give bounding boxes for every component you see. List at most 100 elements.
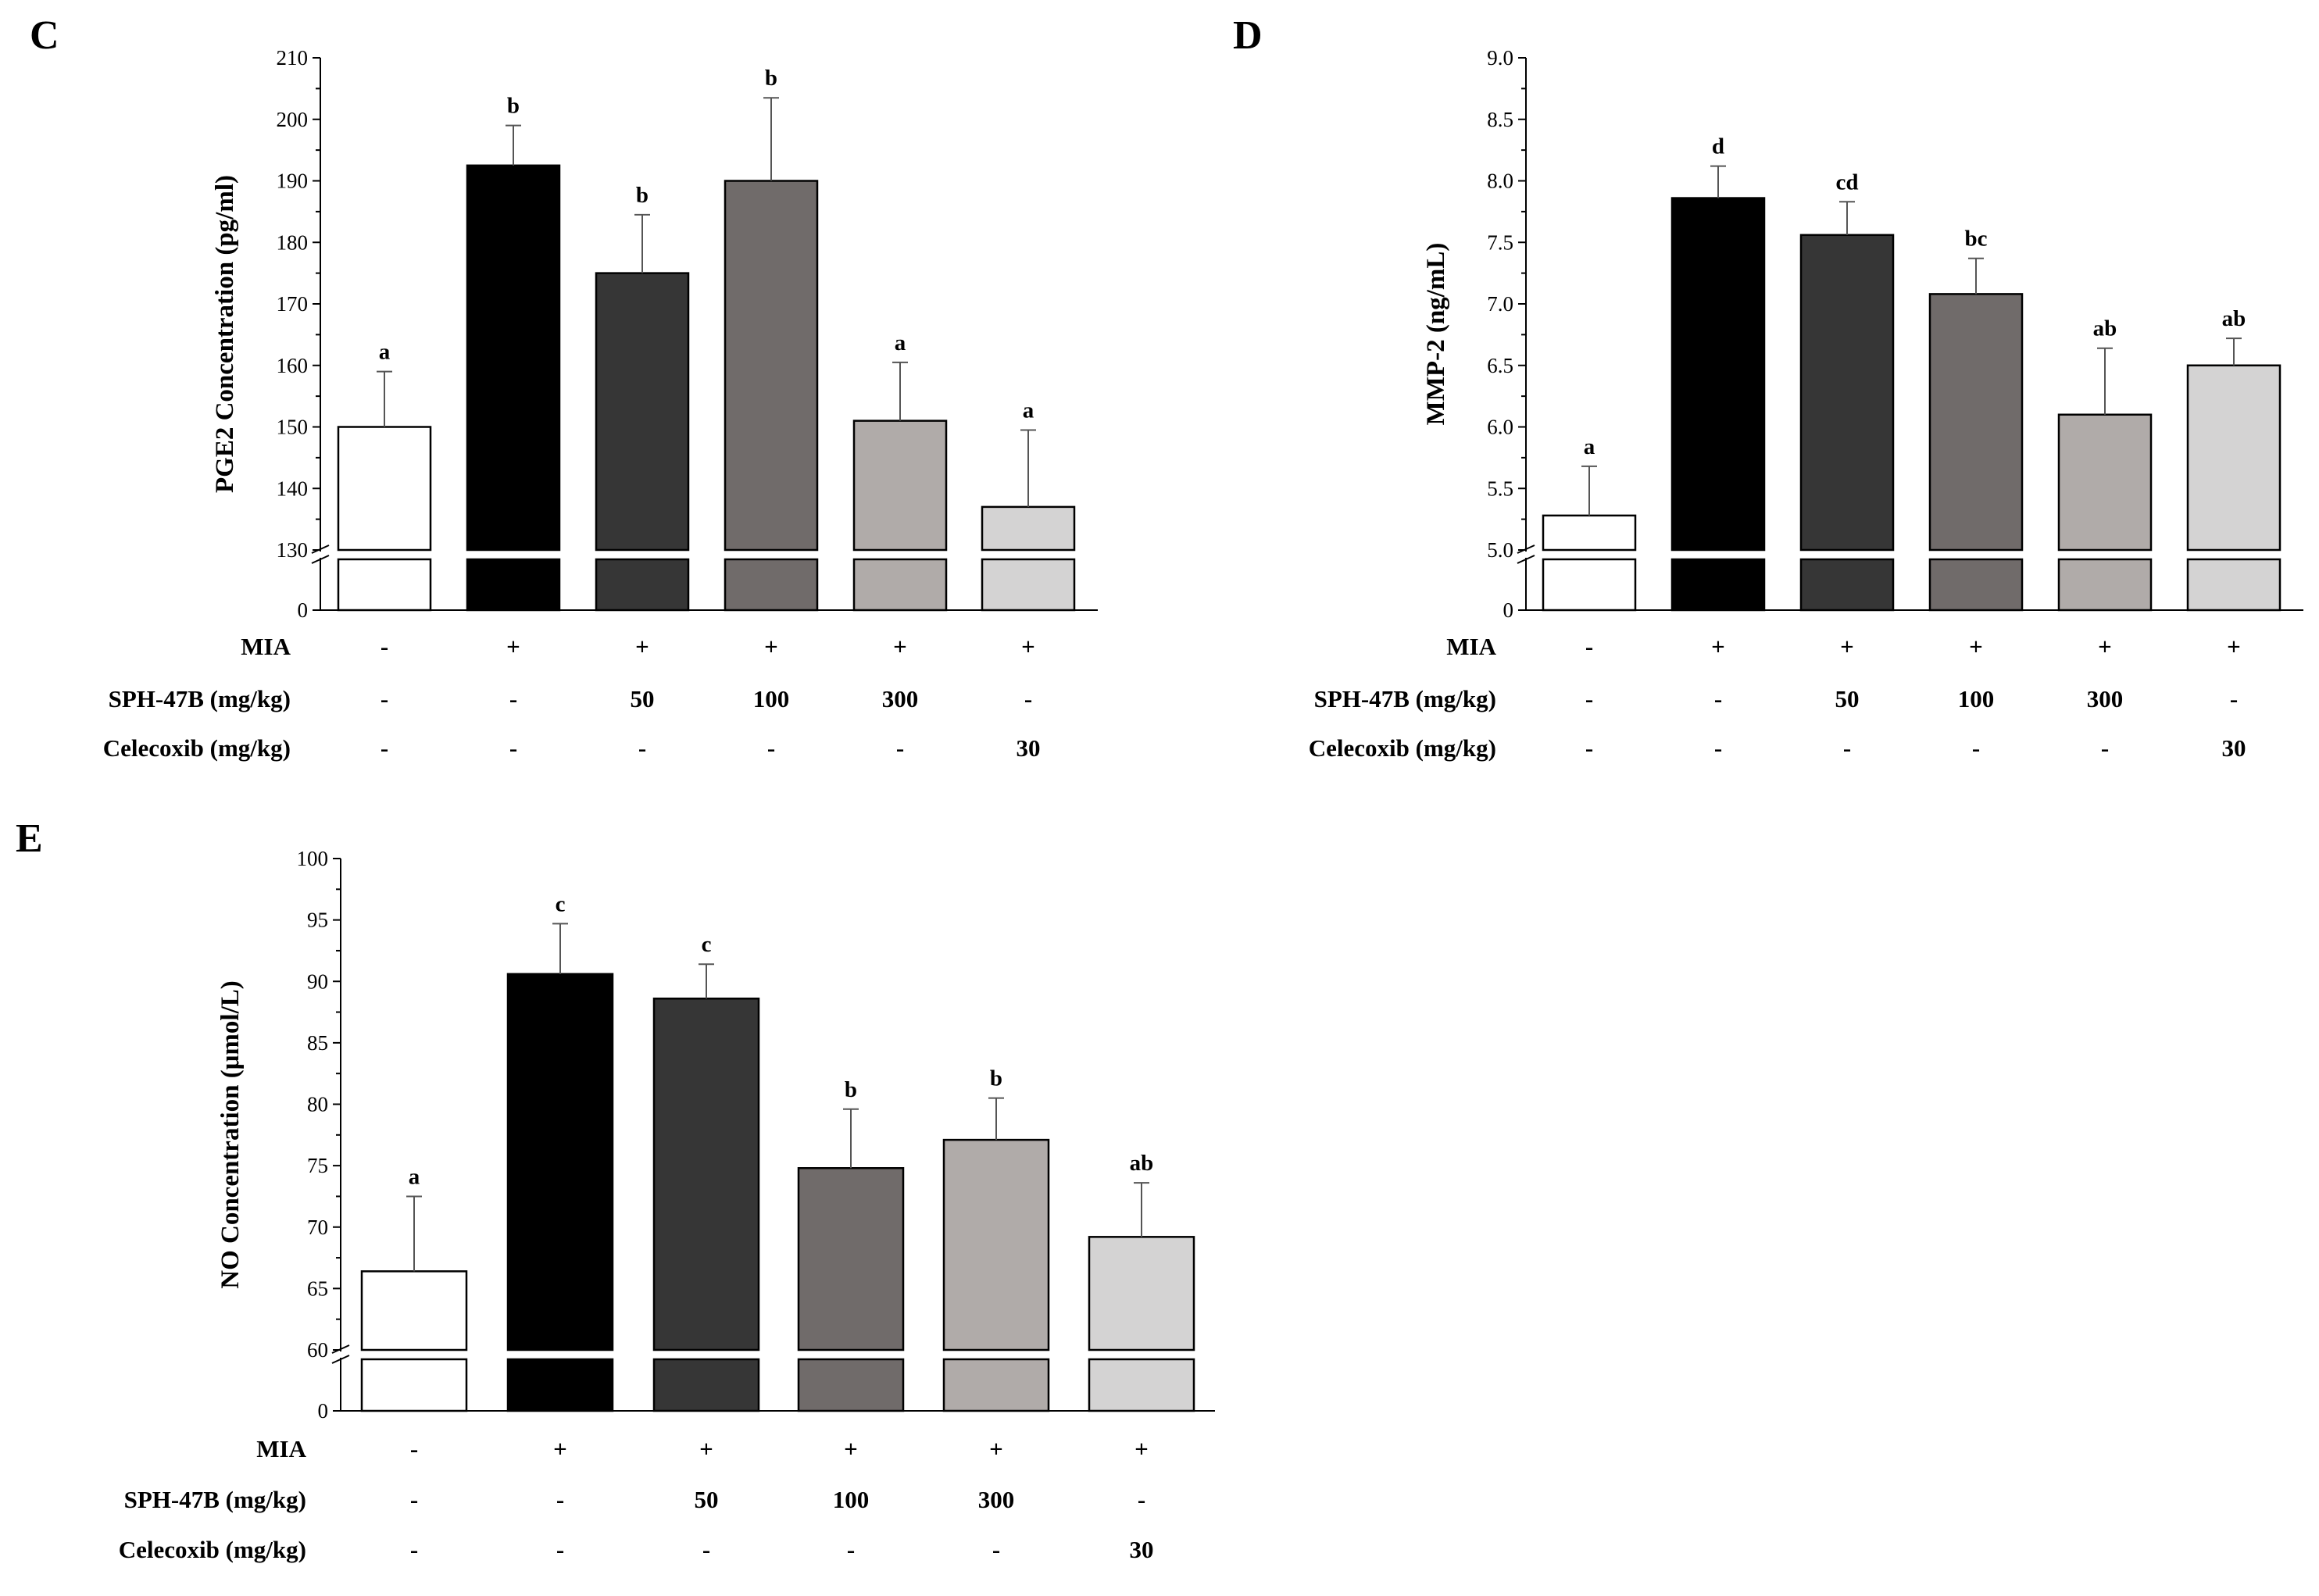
condition-value: -	[1585, 734, 1593, 762]
bar-5-lower	[852, 558, 948, 612]
condition-value: -	[896, 734, 904, 762]
condition-value: +	[699, 1435, 713, 1462]
y-tick-label: 70	[307, 1216, 328, 1239]
bar-4-upper	[724, 180, 819, 552]
condition-value: -	[767, 734, 775, 762]
condition-row-label: Celecoxib (mg/kg)	[1309, 734, 1496, 762]
condition-value: 30	[1130, 1536, 1154, 1563]
condition-value: +	[506, 633, 520, 660]
y-tick-label: 210	[277, 46, 309, 70]
y-tick-label: 60	[307, 1338, 328, 1362]
bar-4-lower	[797, 1358, 905, 1412]
bar-3-upper	[595, 272, 690, 552]
bar-5-lower	[2057, 558, 2153, 612]
significance-label: b	[765, 66, 777, 91]
bar-1-upper	[337, 426, 432, 552]
significance-label: a	[409, 1164, 420, 1189]
condition-value: -	[1024, 685, 1032, 712]
y-tick-label: 7.5	[1487, 230, 1513, 254]
condition-value: 30	[2222, 734, 2246, 762]
y-tick-label: 200	[277, 108, 309, 131]
condition-value: -	[1138, 1486, 1145, 1513]
bar-5-upper	[852, 420, 948, 552]
y-tick-label: 0	[1503, 598, 1514, 622]
condition-value: -	[702, 1536, 710, 1563]
y-tick-label: 5.5	[1487, 477, 1513, 500]
y-axis-label: PGE2 Concentration (pg/ml)	[211, 175, 239, 493]
condition-row-label: SPH-47B (mg/kg)	[109, 685, 291, 712]
bar-4-lower	[1928, 558, 2024, 612]
y-tick-label: 150	[277, 416, 309, 439]
condition-value: -	[2230, 685, 2238, 712]
y-tick-label: 140	[277, 477, 309, 500]
bar-6-upper	[2186, 364, 2281, 552]
panel-letter: E	[16, 816, 43, 861]
bar-5-upper	[2057, 413, 2153, 552]
condition-value: -	[1714, 734, 1722, 762]
condition-row-label: MIA	[1446, 633, 1496, 660]
significance-label: b	[990, 1066, 1002, 1091]
y-tick-label: 160	[277, 354, 309, 377]
condition-row-label: Celecoxib (mg/kg)	[119, 1536, 306, 1563]
significance-label: b	[845, 1077, 857, 1102]
condition-value: +	[1134, 1435, 1149, 1462]
bar-2-lower	[466, 558, 561, 612]
axis-break-mark	[1517, 555, 1535, 564]
condition-value: +	[844, 1435, 858, 1462]
bar-4-lower	[724, 558, 819, 612]
y-tick-label: 190	[277, 170, 309, 193]
condition-value: 50	[695, 1486, 719, 1513]
significance-label: d	[1712, 134, 1724, 159]
bar-6-lower	[2186, 558, 2281, 612]
condition-value: 100	[833, 1486, 870, 1513]
bar-3-lower	[1799, 558, 1895, 612]
condition-row-label: SPH-47B (mg/kg)	[1314, 685, 1496, 712]
y-tick-label: 170	[277, 292, 309, 316]
condition-value: +	[1969, 633, 1983, 660]
condition-value: +	[553, 1435, 567, 1462]
condition-value: -	[847, 1536, 855, 1563]
significance-label: a	[1584, 434, 1595, 459]
bar-3-lower	[652, 1358, 760, 1412]
bar-3-upper	[652, 998, 760, 1351]
panel-letter: C	[30, 13, 59, 58]
condition-value: -	[2101, 734, 2109, 762]
condition-value: -	[1585, 633, 1593, 660]
y-axis-label: NO Concentration (μmol/L)	[216, 980, 245, 1289]
condition-value: -	[410, 1486, 418, 1513]
significance-label: ab	[2222, 306, 2246, 331]
condition-value: 100	[753, 685, 790, 712]
bar-3-upper	[1799, 234, 1895, 552]
condition-value: -	[1714, 685, 1722, 712]
condition-value: -	[638, 734, 646, 762]
panel-letter: D	[1233, 13, 1263, 58]
y-tick-label: 8.5	[1487, 108, 1513, 131]
condition-value: -	[381, 633, 388, 660]
y-tick-label: 90	[307, 969, 328, 993]
bar-2-upper	[466, 164, 561, 552]
condition-value: +	[1711, 633, 1725, 660]
condition-value: -	[509, 734, 517, 762]
chart-panel-c: C 0 130 140 150 160 170 180 190 200 210 PGE2 Concen…	[30, 13, 1098, 762]
significance-label: b	[507, 94, 520, 119]
y-tick-label: 0	[318, 1399, 329, 1423]
condition-value: +	[635, 633, 649, 660]
condition-value: 300	[2087, 685, 2124, 712]
condition-value: +	[2098, 633, 2112, 660]
bar-1-lower	[360, 1358, 468, 1412]
condition-value: 300	[882, 685, 919, 712]
axis-break-mark	[311, 555, 330, 564]
condition-row-label: MIA	[241, 633, 291, 660]
condition-value: -	[509, 685, 517, 712]
bar-2-lower	[506, 1358, 614, 1412]
condition-value: -	[556, 1486, 564, 1513]
bar-1-lower	[1542, 558, 1637, 612]
y-tick-label: 100	[297, 847, 329, 870]
condition-value: -	[410, 1536, 418, 1563]
y-tick-label: 6.5	[1487, 354, 1513, 377]
y-tick-label: 0	[298, 598, 309, 622]
condition-value: +	[2227, 633, 2241, 660]
y-tick-label: 65	[307, 1276, 328, 1300]
y-tick-label: 180	[277, 230, 309, 254]
